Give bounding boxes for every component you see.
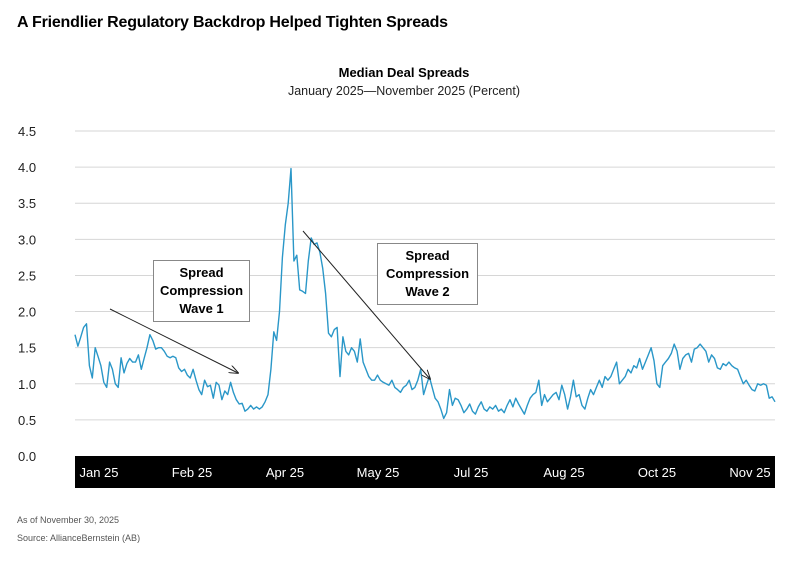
y-tick-label: 3.5 (18, 196, 36, 211)
y-axis-ticks: 4.5 4.0 3.5 3.0 2.5 2.0 1.5 1.0 0.5 0.0 (18, 124, 36, 464)
line-chart: 4.5 4.0 3.5 3.0 2.5 2.0 1.5 1.0 0.5 0.0 Jan 25 Feb… (18, 124, 776, 488)
wave-1-line-2: Compression (159, 283, 244, 298)
series-line (74, 167, 776, 420)
chart-title: Median Deal Spreads (338, 65, 470, 80)
source-note: Source: AllianceBernstein (AB) (17, 533, 141, 543)
as-of-note: As of November 30, 2025 (17, 515, 120, 525)
x-tick-label: Aug 25 (543, 465, 584, 480)
wave-2-callout: Spread Compression Wave 2 (377, 243, 478, 305)
y-tick-label: 1.5 (18, 341, 36, 356)
series-lines (74, 167, 776, 420)
wave-1-arrow (109, 308, 238, 373)
x-tick-label: Jan 25 (79, 465, 118, 480)
y-tick-label: 2.0 (18, 305, 36, 320)
wave-2-arrow (302, 230, 430, 379)
wave-2-line-1: Spread (405, 248, 450, 263)
x-axis-ticks: Jan 25 Feb 25 Apr 25 May 25 Jul 25 Aug 25 Oct … (79, 465, 770, 480)
wave-1-line-1: Spread (179, 265, 224, 280)
x-tick-label: Jul 25 (454, 465, 489, 480)
y-tick-label: 4.0 (18, 160, 36, 175)
x-tick-label: Nov 25 (729, 465, 770, 480)
x-tick-label: May 25 (357, 465, 400, 480)
wave-1-callout: Spread Compression Wave 1 (153, 260, 250, 322)
y-tick-label: 1.0 (18, 377, 36, 392)
chart-subtitle: January 2025—November 2025 (Percent) (287, 84, 521, 98)
y-tick-label: 2.5 (18, 268, 36, 283)
wave-2-line-2: Compression (385, 266, 470, 281)
y-tick-label: 3.0 (18, 232, 36, 247)
y-tick-label: 0.0 (18, 449, 36, 464)
wave-1-line-3: Wave 1 (179, 301, 224, 316)
wave-2-line-3: Wave 2 (405, 284, 450, 299)
x-tick-label: Apr 25 (266, 465, 304, 480)
x-axis-band (75, 456, 775, 488)
x-tick-label: Oct 25 (638, 465, 676, 480)
x-tick-label: Feb 25 (172, 465, 212, 480)
headline: A Friendlier Regulatory Backdrop Helped … (17, 14, 448, 31)
y-tick-label: 0.5 (18, 413, 36, 428)
y-tick-label: 4.5 (18, 124, 36, 139)
